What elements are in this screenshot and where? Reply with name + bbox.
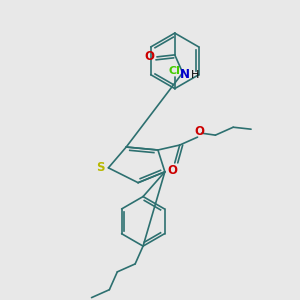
Text: H: H	[190, 70, 199, 80]
Text: O: O	[168, 164, 178, 177]
Text: O: O	[194, 125, 205, 138]
Text: S: S	[96, 161, 105, 174]
Text: O: O	[144, 50, 154, 63]
Text: Cl: Cl	[169, 66, 181, 76]
Text: N: N	[180, 68, 190, 81]
